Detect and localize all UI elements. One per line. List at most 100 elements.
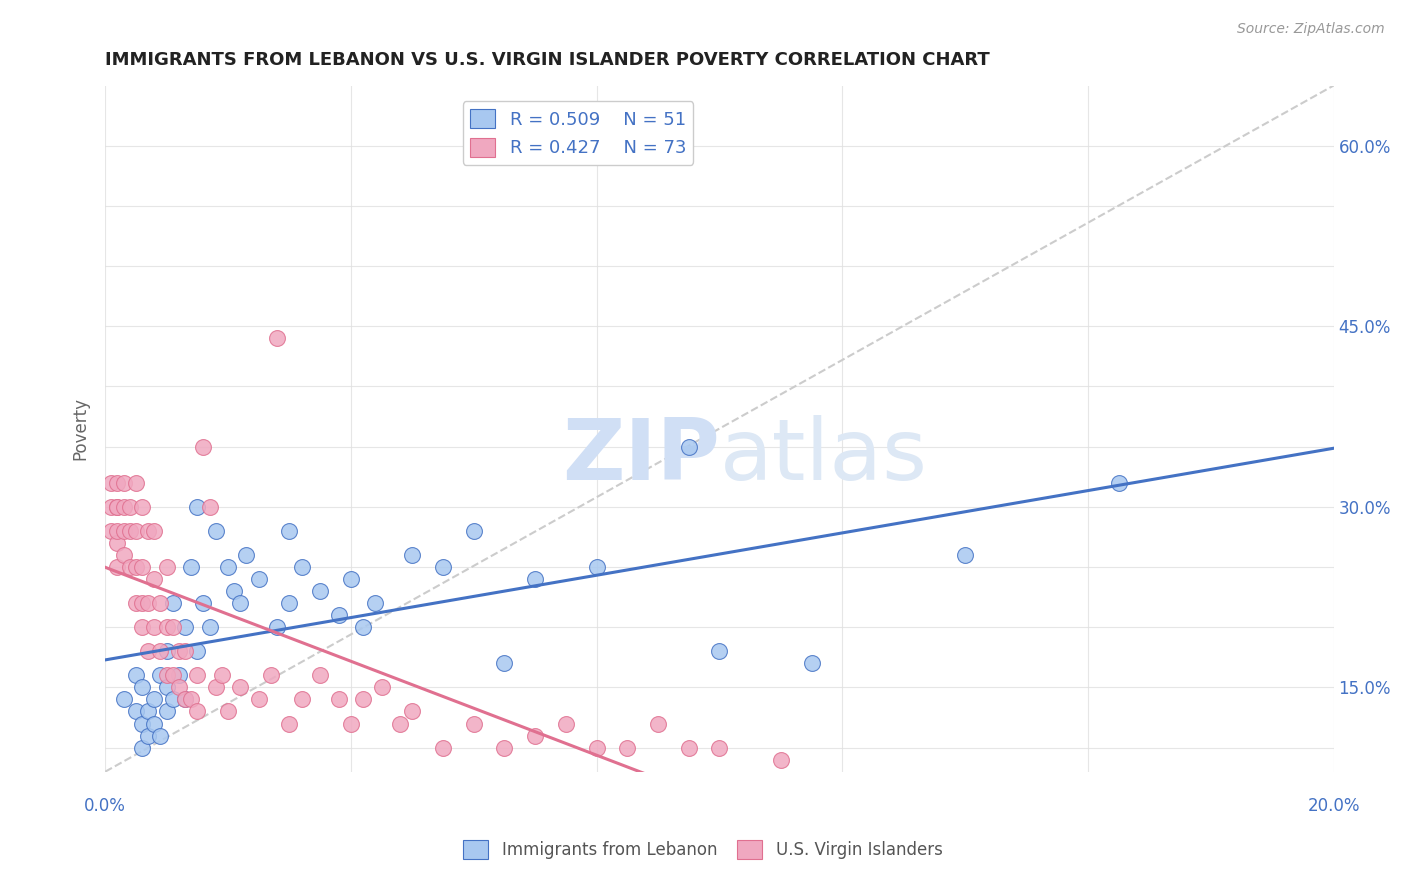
Point [156, 620, 179, 634]
Point [370, 681, 392, 695]
Point [193, 440, 215, 454]
Point [647, 716, 669, 731]
Point [678, 740, 700, 755]
Point [174, 692, 197, 706]
Point [149, 644, 172, 658]
Point [709, 740, 731, 755]
Text: 0.0%: 0.0% [84, 797, 127, 814]
Point [278, 524, 301, 538]
Point [585, 740, 607, 755]
Legend: Immigrants from Lebanon, U.S. Virgin Islanders: Immigrants from Lebanon, U.S. Virgin Isl… [457, 834, 949, 866]
Point [278, 716, 301, 731]
Point [432, 560, 454, 574]
Text: 20.0%: 20.0% [1308, 797, 1360, 814]
Point [125, 705, 148, 719]
Point [616, 740, 638, 755]
Point [136, 705, 159, 719]
Text: IMMIGRANTS FROM LEBANON VS U.S. VIRGIN ISLANDER POVERTY CORRELATION CHART: IMMIGRANTS FROM LEBANON VS U.S. VIRGIN I… [105, 51, 990, 69]
Point [554, 716, 576, 731]
Point [167, 681, 190, 695]
Point [149, 729, 172, 743]
Point [107, 536, 129, 550]
Point [401, 548, 423, 562]
Point [340, 572, 363, 586]
Point [143, 716, 166, 731]
Point [389, 716, 412, 731]
Point [224, 584, 246, 599]
Point [125, 524, 148, 538]
Text: ZIP: ZIP [561, 415, 720, 498]
Point [131, 716, 153, 731]
Point [180, 692, 202, 706]
Point [143, 524, 166, 538]
Point [709, 644, 731, 658]
Point [162, 692, 184, 706]
Point [112, 692, 135, 706]
Point [494, 740, 516, 755]
Text: atlas: atlas [720, 415, 928, 498]
Point [328, 692, 350, 706]
Point [107, 524, 129, 538]
Y-axis label: Poverty: Poverty [72, 397, 89, 460]
Point [131, 596, 153, 610]
Point [156, 560, 179, 574]
Point [678, 440, 700, 454]
Point [131, 620, 153, 634]
Point [352, 620, 374, 634]
Point [174, 620, 197, 634]
Point [217, 560, 239, 574]
Point [112, 475, 135, 490]
Point [136, 596, 159, 610]
Point [100, 524, 122, 538]
Point [193, 596, 215, 610]
Point [463, 524, 485, 538]
Point [211, 668, 233, 682]
Point [118, 500, 141, 514]
Point [309, 584, 332, 599]
Point [186, 668, 208, 682]
Point [247, 572, 270, 586]
Point [107, 560, 129, 574]
Point [118, 560, 141, 574]
Point [125, 596, 148, 610]
Point [136, 524, 159, 538]
Point [229, 681, 252, 695]
Point [204, 524, 226, 538]
Point [125, 475, 148, 490]
Point [131, 681, 153, 695]
Point [156, 644, 179, 658]
Point [340, 716, 363, 731]
Point [100, 475, 122, 490]
Point [800, 657, 823, 671]
Point [162, 620, 184, 634]
Point [162, 668, 184, 682]
Point [364, 596, 387, 610]
Point [266, 620, 288, 634]
Point [125, 560, 148, 574]
Point [401, 705, 423, 719]
Text: Source: ZipAtlas.com: Source: ZipAtlas.com [1237, 22, 1385, 37]
Point [180, 560, 202, 574]
Point [118, 524, 141, 538]
Point [524, 572, 547, 586]
Point [112, 500, 135, 514]
Point [156, 668, 179, 682]
Point [107, 475, 129, 490]
Point [235, 548, 257, 562]
Point [524, 729, 547, 743]
Point [156, 705, 179, 719]
Legend: R = 0.509    N = 51, R = 0.427    N = 73: R = 0.509 N = 51, R = 0.427 N = 73 [463, 102, 693, 165]
Point [143, 620, 166, 634]
Point [291, 692, 314, 706]
Point [953, 548, 976, 562]
Point [107, 500, 129, 514]
Point [167, 668, 190, 682]
Point [112, 548, 135, 562]
Point [149, 596, 172, 610]
Point [156, 681, 179, 695]
Point [131, 740, 153, 755]
Point [585, 560, 607, 574]
Point [198, 500, 221, 514]
Point [260, 668, 283, 682]
Point [204, 681, 226, 695]
